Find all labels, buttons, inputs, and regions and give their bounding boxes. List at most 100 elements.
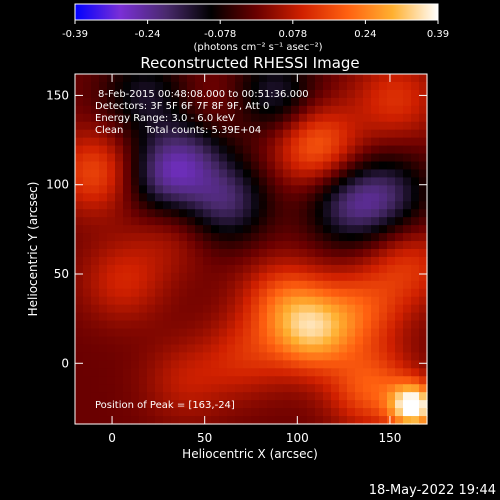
heatmap-cell xyxy=(155,177,164,186)
heatmap-cell xyxy=(307,241,316,250)
heatmap-cell xyxy=(123,113,132,123)
heatmap-cell xyxy=(403,113,412,123)
heatmap-cell xyxy=(227,137,236,147)
heatmap-cell xyxy=(275,288,284,298)
heatmap-cell xyxy=(339,312,348,322)
heatmap-cell xyxy=(283,304,292,314)
heatmap-cell xyxy=(315,129,324,139)
timestamp: 18-May-2022 19:44 xyxy=(369,483,496,498)
heatmap-cell xyxy=(323,256,332,266)
colorbar: -0.39 -0.24 -0.078 0.078 0.24 0.39 (photons c… xyxy=(62,3,449,53)
heatmap-cell xyxy=(99,408,108,417)
heatmap-cell xyxy=(219,352,228,361)
heatmap-cell xyxy=(363,121,372,131)
heatmap-cell xyxy=(339,81,348,91)
heatmap-cell xyxy=(195,312,204,322)
heatmap-cell xyxy=(331,137,340,147)
heatmap-cell xyxy=(291,153,300,163)
heatmap-cell xyxy=(363,400,372,409)
heatmap-cell xyxy=(115,209,124,218)
heatmap-cell xyxy=(339,400,348,409)
heatmap-cell xyxy=(203,209,212,218)
heatmap-cell xyxy=(299,209,308,218)
heatmap-cell xyxy=(259,304,268,314)
heatmap-cell xyxy=(363,296,372,306)
heatmap-cell xyxy=(275,193,284,202)
heatmap-cell xyxy=(155,209,164,218)
heatmap-cell xyxy=(355,81,364,91)
heatmap-cell xyxy=(75,400,84,409)
heatmap-cell xyxy=(251,105,260,115)
heatmap-cell xyxy=(131,256,140,266)
heatmap-cell xyxy=(331,296,340,306)
heatmap-cell xyxy=(163,288,172,298)
heatmap-cell xyxy=(363,344,372,353)
heatmap-cell xyxy=(291,360,300,369)
heatmap-cell xyxy=(171,272,180,282)
heatmap-cell xyxy=(99,296,108,306)
heatmap-cell xyxy=(91,209,100,218)
heatmap-cell xyxy=(283,368,292,377)
heatmap-cell xyxy=(195,400,204,409)
heatmap-cell xyxy=(411,368,420,377)
heatmap-cell xyxy=(419,368,428,377)
heatmap-cell xyxy=(139,177,148,186)
heatmap-cell xyxy=(339,256,348,266)
heatmap-cell xyxy=(403,256,412,266)
heatmap-cell xyxy=(307,129,316,139)
heatmap-cell xyxy=(347,288,356,298)
heatmap-cell xyxy=(195,145,204,155)
heatmap-cell xyxy=(347,153,356,163)
heatmap-cell xyxy=(227,161,236,171)
heatmap-cell xyxy=(83,280,92,290)
heatmap-cell xyxy=(379,153,388,163)
heatmap-cell xyxy=(211,272,220,282)
heatmap-cell xyxy=(363,177,372,186)
heatmap-cell xyxy=(187,81,196,91)
heatmap-cell xyxy=(403,272,412,282)
heatmap-cell xyxy=(243,74,252,83)
heatmap-cell xyxy=(307,161,316,171)
heatmap-cell xyxy=(323,81,332,91)
heatmap-cell xyxy=(251,296,260,306)
heatmap-cell xyxy=(203,241,212,250)
heatmap-cell xyxy=(179,320,188,330)
heatmap-cell xyxy=(363,352,372,361)
heatmap-cell xyxy=(355,137,364,147)
heatmap-cell xyxy=(203,81,212,91)
heatmap-cell xyxy=(299,400,308,409)
heatmap-cell xyxy=(251,416,260,425)
heatmap-cell xyxy=(139,145,148,155)
heatmap-cell xyxy=(339,217,348,226)
heatmap-cell xyxy=(291,304,300,314)
heatmap-cell xyxy=(299,137,308,147)
colorbar-ticks: -0.39 -0.24 -0.078 0.078 0.24 0.39 xyxy=(62,20,449,40)
heatmap-cell xyxy=(227,360,236,369)
heatmap-cell xyxy=(171,201,180,210)
heatmap-cell xyxy=(243,89,252,99)
heatmap-cell xyxy=(115,304,124,314)
heatmap-cell xyxy=(235,360,244,369)
heatmap-cell xyxy=(323,185,332,194)
heatmap-cell xyxy=(99,169,108,178)
heatmap-cell xyxy=(83,169,92,178)
heatmap-cell xyxy=(347,320,356,330)
heatmap-cell xyxy=(115,376,124,385)
heatmap-cell xyxy=(187,400,196,409)
heatmap-cell xyxy=(363,320,372,330)
heatmap-cell xyxy=(363,217,372,226)
heatmap-cell xyxy=(219,376,228,385)
heatmap-cell xyxy=(411,320,420,330)
heatmap-cell xyxy=(259,105,268,115)
heatmap-cell xyxy=(331,193,340,202)
heatmap-cell xyxy=(331,249,340,258)
heatmap-cell xyxy=(387,392,396,401)
heatmap-cell xyxy=(387,89,396,99)
heatmap-cell xyxy=(123,129,132,139)
heatmap-cell xyxy=(259,360,268,369)
heatmap-cell xyxy=(107,169,116,178)
heatmap-cell xyxy=(283,233,292,242)
heatmap-cell xyxy=(315,97,324,107)
heatmap-cell xyxy=(211,296,220,306)
heatmap-cell xyxy=(403,74,412,83)
